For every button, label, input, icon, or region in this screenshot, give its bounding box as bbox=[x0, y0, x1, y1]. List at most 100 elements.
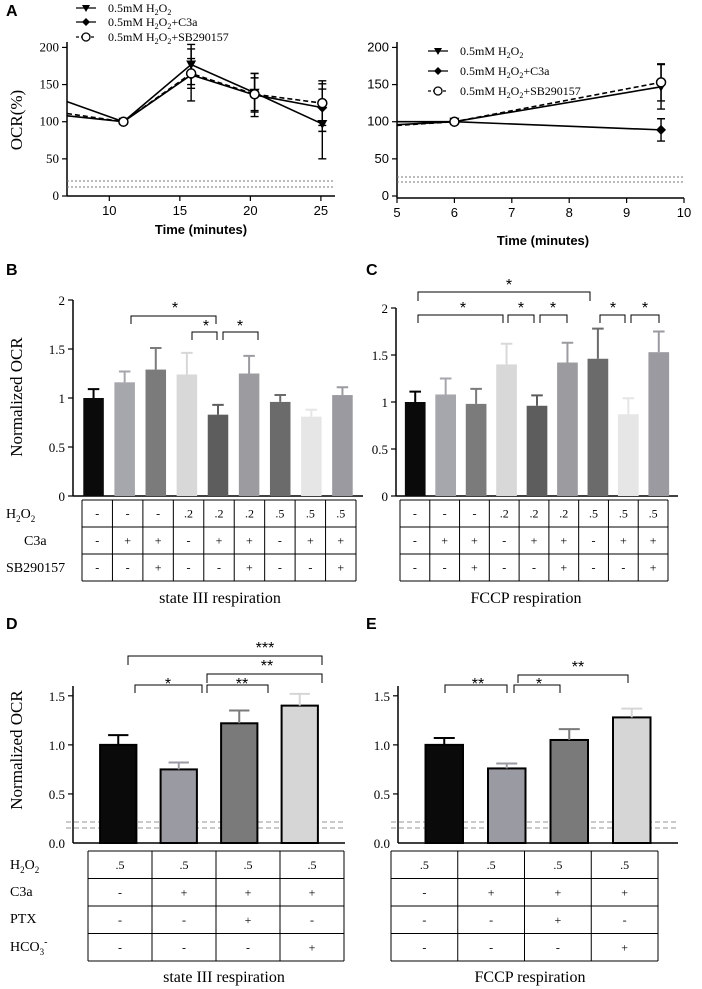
chart-a-left: 0 50 100 150 200 10 15 20 25 OCR(%) Time (minute… bbox=[7, 1, 335, 237]
a1-xtick-label: 20 bbox=[243, 203, 257, 218]
pc-ytick-label: 0.5 bbox=[372, 442, 388, 457]
pb-errorbar-7 bbox=[274, 394, 286, 402]
pb-table-cell: + bbox=[337, 534, 344, 548]
pb-ytick-label: 0 bbox=[59, 489, 66, 504]
pe-table-cell: + bbox=[621, 940, 628, 954]
pb-table-cell: + bbox=[246, 534, 253, 548]
pc-bar-3 bbox=[465, 403, 487, 496]
pe-table-cell: + bbox=[554, 913, 561, 927]
a2-xtick-label: 9 bbox=[623, 205, 630, 220]
a1-xtick-label: 25 bbox=[314, 203, 328, 218]
pc-bar-8 bbox=[617, 414, 639, 496]
b-ylabel: Normalized OCR bbox=[7, 337, 26, 457]
pe-table-cell: - bbox=[422, 940, 426, 954]
b-sig-1: * bbox=[172, 300, 178, 317]
pc-table-cell: - bbox=[443, 561, 447, 575]
pc-errorbar-7 bbox=[592, 327, 604, 359]
c-caption: FCCP respiration bbox=[471, 590, 582, 607]
pc-table-cell: - bbox=[472, 507, 476, 521]
pc-errorbar-3 bbox=[470, 387, 482, 404]
a1-ytick-label: 200 bbox=[40, 39, 60, 54]
a1-legend: 0.5mM H2O2 0.5mM H2O2+C3a 0.5mM H2O2+SB2… bbox=[76, 1, 229, 46]
pb-errorbar-2 bbox=[118, 370, 131, 383]
pe-table-cell: + bbox=[488, 885, 495, 899]
pe-bar-1 bbox=[424, 743, 464, 844]
pd-table-cell: - bbox=[182, 940, 186, 954]
pd-errorbar-3 bbox=[229, 709, 250, 724]
pe-ytick-label: 1.0 bbox=[374, 738, 390, 753]
pc-errorbar-9 bbox=[652, 330, 665, 353]
pb-table-cell: .2 bbox=[184, 507, 193, 521]
pb-errorbar-4 bbox=[181, 351, 193, 375]
a2-xtick-label: 5 bbox=[393, 205, 400, 220]
pc-table-cell: + bbox=[471, 561, 478, 575]
legend-triangle-icon bbox=[82, 5, 90, 12]
pe-errorbar-4 bbox=[621, 707, 643, 718]
a2-legend-2: 0.5mM H2O2+C3a bbox=[460, 64, 550, 80]
pd-table-cell: - bbox=[118, 940, 122, 954]
c-sig-6: * bbox=[642, 300, 648, 317]
pc-table-cell: - bbox=[592, 534, 596, 548]
a1-xlabel: Time (minutes) bbox=[155, 222, 247, 237]
pd-table-cell: - bbox=[118, 885, 122, 899]
pc-table-cell: - bbox=[502, 534, 506, 548]
pc-table-cell: + bbox=[560, 534, 567, 548]
pb-table-cell: - bbox=[308, 561, 312, 575]
pc-errorbar-1 bbox=[409, 390, 422, 402]
pe-table-cell: .5 bbox=[420, 858, 429, 872]
pb-errorbar-1 bbox=[87, 388, 100, 398]
pc-table-cell: - bbox=[621, 561, 625, 575]
a1-point bbox=[118, 116, 129, 127]
d-sig-4: ** bbox=[236, 676, 248, 693]
pb-table-cell: - bbox=[95, 561, 99, 575]
chart-e: 0.5 1.0 1.5 0.0 .5 .5 .5 .5 - + + + - - + - - - - + FCCP re… bbox=[374, 659, 678, 986]
e-significance: ** ** * bbox=[444, 659, 629, 693]
pe-table-cell: - bbox=[422, 885, 426, 899]
pd-errorbar-2 bbox=[168, 761, 189, 770]
a2-xtick-label: 10 bbox=[677, 205, 691, 220]
a1-legend-1: 0.5mM H2O2 bbox=[108, 1, 171, 17]
d-row-ptx: PTX bbox=[10, 912, 36, 927]
pc-bar-7 bbox=[587, 358, 609, 496]
chart-c: 0 0.5 1 1.5 2 - - - .2 .2 .2 .5 .5 .5 - + + - + + - + + - - + - - + -… bbox=[372, 277, 678, 607]
pd-bar-1 bbox=[99, 743, 138, 844]
pd-table-cell: .5 bbox=[180, 858, 189, 872]
pb-table-cell: + bbox=[246, 561, 253, 575]
legend-circle-icon bbox=[433, 86, 443, 96]
pb-table-cell: - bbox=[126, 507, 130, 521]
pd-ytick-label: 0.5 bbox=[49, 787, 65, 802]
a1-ytick-label: 0 bbox=[53, 188, 60, 203]
pb-bar-6 bbox=[238, 373, 260, 496]
chart-b: 0 0.5 1 1.5 2 - - - .2 .2 .2 .5 .5 .5 - + + - + + - + + - - + - - + -… bbox=[6, 293, 363, 607]
pd-table-cell: + bbox=[309, 940, 316, 954]
pc-bar-5 bbox=[526, 405, 548, 496]
pe-table-cell: - bbox=[556, 940, 560, 954]
pc-errorbar-5 bbox=[531, 394, 543, 406]
pe-table-cell: - bbox=[422, 913, 426, 927]
pb-table-cell: + bbox=[155, 534, 162, 548]
a1-point bbox=[185, 68, 197, 79]
pe-bar-3 bbox=[549, 738, 589, 844]
pd-errorbar-1 bbox=[108, 734, 129, 745]
pc-table-cell: .2 bbox=[530, 507, 539, 521]
panel-label-a: A bbox=[6, 3, 18, 20]
pb-table-cell: + bbox=[124, 534, 131, 548]
a1-point bbox=[317, 97, 328, 109]
pb-table-cell: + bbox=[307, 534, 314, 548]
a1-xtick-label: 10 bbox=[102, 203, 116, 218]
pb-table-cell: - bbox=[187, 534, 191, 548]
d-row-hco3: HCO3- bbox=[10, 937, 47, 957]
pc-errorbar-4 bbox=[500, 342, 513, 365]
pc-errorbar-8 bbox=[622, 397, 635, 415]
panel-label-d: D bbox=[6, 616, 18, 633]
pc-ytick-label: 1 bbox=[382, 395, 389, 410]
pb-table-cell: .5 bbox=[336, 507, 345, 521]
d-row-h2o2: H2O2 bbox=[10, 858, 39, 875]
pd-table-cell: + bbox=[245, 885, 252, 899]
pb-table-cell: - bbox=[156, 507, 160, 521]
pb-table-cell: - bbox=[278, 561, 282, 575]
legend-diamond-icon bbox=[434, 67, 442, 75]
pe-table-cell: - bbox=[489, 913, 493, 927]
pb-table-cell: + bbox=[337, 561, 344, 575]
